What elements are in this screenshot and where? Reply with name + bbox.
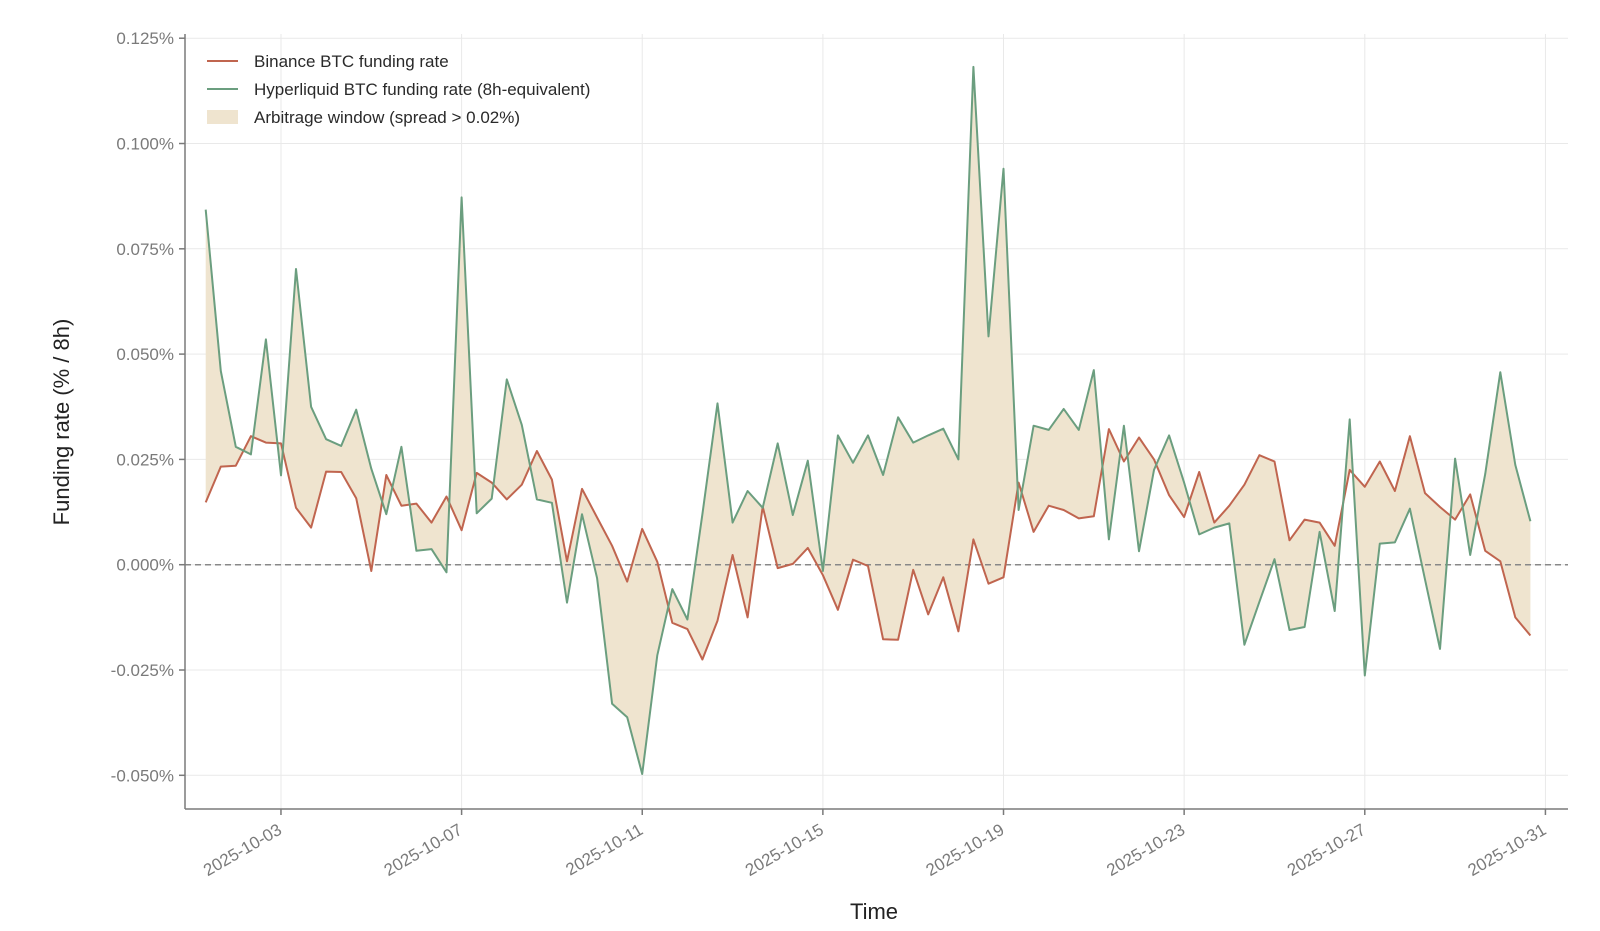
y-tick-label: 0.100% <box>116 135 174 154</box>
y-axis-title: Funding rate (% / 8h) <box>49 319 74 526</box>
y-tick-label: -0.025% <box>111 661 174 680</box>
series-line-hyperliquid <box>204 65 1532 775</box>
y-tick-label: 0.075% <box>116 240 174 259</box>
axes <box>184 34 1568 810</box>
x-axis-title: Time <box>850 899 898 924</box>
legend-label-hyperliquid: Hyperliquid BTC funding rate (8h-equival… <box>254 80 590 99</box>
y-tick-label: 0.125% <box>116 29 174 48</box>
y-tick-label: -0.050% <box>111 766 174 785</box>
legend: Binance BTC funding rate Hyperliquid BTC… <box>207 52 590 127</box>
legend-swatch-arbitrage <box>207 110 238 124</box>
y-axis-ticks: -0.050% -0.025% 0.000% 0.025% 0.050% 0.075% 0.… <box>111 29 185 785</box>
y-tick-label: 0.000% <box>116 556 174 575</box>
series-line-binance <box>204 428 1532 661</box>
arbitrage-window-fill <box>205 66 1531 774</box>
arbitrage-window-area <box>205 66 1531 774</box>
legend-label-arbitrage: Arbitrage window (spread > 0.02%) <box>254 108 520 127</box>
series-lines <box>204 65 1532 775</box>
y-tick-label: 0.050% <box>116 345 174 364</box>
legend-label-binance: Binance BTC funding rate <box>254 52 449 71</box>
y-tick-label: 0.025% <box>116 450 174 469</box>
